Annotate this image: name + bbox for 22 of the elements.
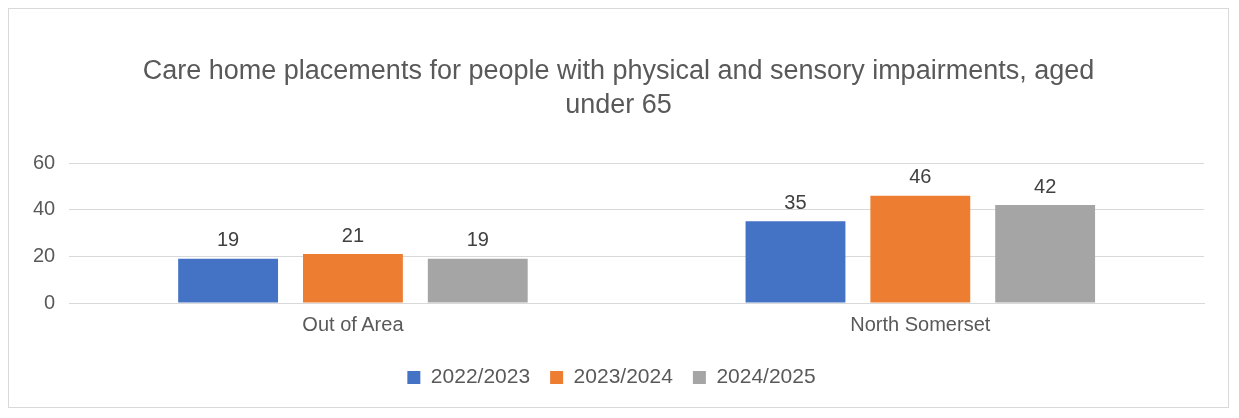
legend-label: 2024/2025 bbox=[716, 364, 816, 388]
y-tick-label: 40 bbox=[33, 197, 56, 220]
bar bbox=[427, 258, 528, 303]
legend-label: 2023/2024 bbox=[573, 364, 674, 388]
data-label: 46 bbox=[909, 165, 932, 188]
data-label: 42 bbox=[1034, 174, 1057, 197]
legend-label: 2022/2023 bbox=[430, 364, 531, 388]
bar bbox=[870, 195, 971, 303]
bar bbox=[745, 221, 846, 303]
x-tick-label: North Somerset bbox=[850, 312, 991, 335]
x-tick-label: Out of Area bbox=[302, 312, 405, 335]
chart-title: Care home placements for people with physical and sensory impairments, aged under 65 bbox=[141, 54, 1096, 121]
y-tick-label: 0 bbox=[44, 290, 56, 313]
bar bbox=[995, 205, 1096, 303]
data-label: 19 bbox=[466, 228, 489, 251]
data-label: 21 bbox=[341, 223, 365, 246]
data-label: 19 bbox=[216, 228, 240, 251]
y-tick-label: 60 bbox=[33, 150, 56, 173]
y-tick-label: 20 bbox=[33, 243, 56, 266]
data-label: 35 bbox=[784, 190, 807, 213]
bar bbox=[303, 254, 403, 303]
bar bbox=[178, 258, 279, 303]
